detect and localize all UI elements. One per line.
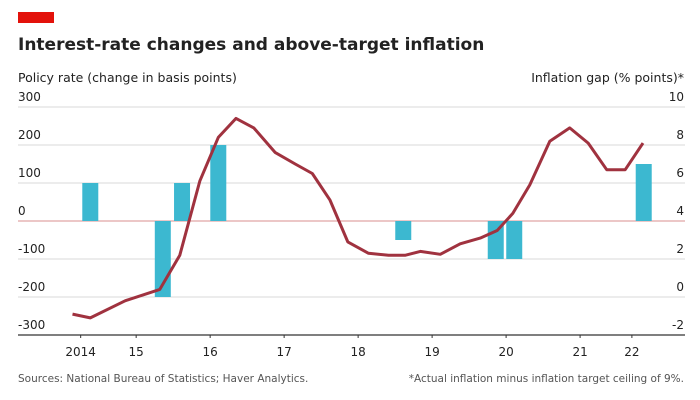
bar (210, 145, 227, 221)
chart-title: Interest-rate changes and above-target i… (18, 35, 484, 55)
x-tick-label: 20 (498, 345, 513, 359)
y-tick-label: -200 (18, 280, 45, 294)
y2-tick-label: 10 (669, 90, 684, 104)
source: Sources: National Bureau of Statistics; … (18, 373, 308, 385)
x-tick-label: 15 (129, 345, 144, 359)
y-tick-label: 200 (18, 128, 41, 142)
brand-tag (18, 12, 54, 23)
x-tick-label: 21 (572, 345, 587, 359)
y-tick-label: -300 (18, 318, 45, 332)
bar (506, 221, 523, 259)
y2-tick-label: 2 (676, 242, 684, 256)
bar (395, 221, 412, 240)
y2-tick-label: -2 (672, 318, 684, 332)
bar (82, 183, 99, 221)
x-tick-label: 17 (276, 345, 291, 359)
x-tick-label: 22 (624, 345, 639, 359)
footnote: *Actual inflation minus inflation target… (409, 373, 684, 385)
y-tick-label: 100 (18, 166, 41, 180)
y2-tick-label: 4 (676, 204, 684, 218)
y-tick-label: 300 (18, 90, 41, 104)
bar (635, 164, 652, 221)
axis-label: Policy rate (change in basis points) (18, 70, 237, 85)
x-tick-label: 2014 (65, 345, 96, 359)
bar (174, 183, 191, 221)
line (72, 116, 645, 320)
y2-tick-label: 8 (676, 128, 684, 142)
y-tick-label: -100 (18, 242, 45, 256)
y-tick-label: 0 (18, 204, 26, 218)
axis-label: Inflation gap (% points)* (531, 70, 684, 85)
y2-tick-label: 0 (676, 280, 684, 294)
y2-tick-label: 6 (676, 166, 684, 180)
x-tick-label: 18 (350, 345, 365, 359)
bar (487, 221, 504, 259)
x-tick-label: 16 (203, 345, 218, 359)
x-tick-label: 19 (424, 345, 439, 359)
